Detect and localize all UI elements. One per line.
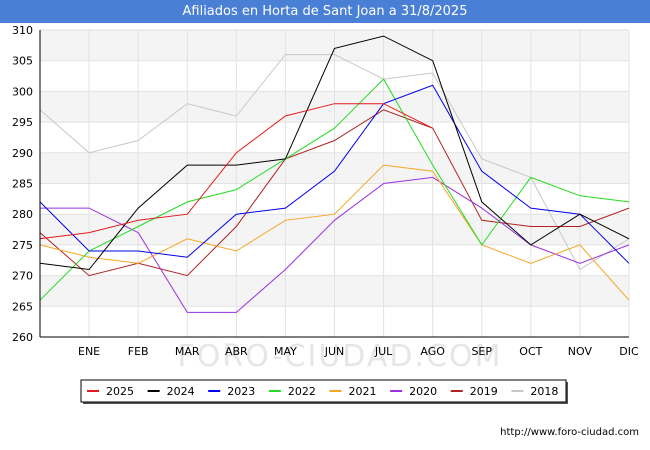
legend-label-2018: 2018 [530,385,558,398]
y-tick-label: 295 [12,116,33,129]
legend-label-2025: 2025 [106,385,134,398]
series-line-2023 [39,84,630,264]
y-tick-label: 280 [12,208,33,221]
series-lines [39,35,630,313]
legend-box [80,379,567,403]
y-tick-label: 300 [12,85,33,98]
y-tick-label: 305 [12,55,33,68]
x-axis-ticks: ENE FEB MAR ABR MAY JUN JUL AGO SEP OCT NOV DIC [78,345,639,358]
x-tick-label: JUN [324,345,345,358]
chart-title: Afiliados en Horta de Sant Joan a 31/8/2… [0,0,650,23]
legend-label-2020: 2020 [409,385,437,398]
legend: 2025 2024 2023 2022 2021 2020 2019 2018 [80,379,568,404]
axes [39,30,629,338]
x-tick-label: DIC [619,345,639,358]
y-tick-label: 285 [12,178,33,191]
y-tick-label: 275 [12,239,33,252]
watermark-text: FORO-CIUDAD.COM [178,339,503,374]
legend-label-2022: 2022 [288,385,316,398]
legend-label-2023: 2023 [227,385,255,398]
x-tick-label: ENE [78,345,100,358]
y-tick-label: 310 [12,24,33,37]
series-line-2024 [39,35,630,271]
y-axis-ticks: 260 265 270 275 280 285 290 295 300 305 310 [12,24,33,344]
legend-label-2021: 2021 [349,385,377,398]
y-tick-label: 265 [12,300,33,313]
source-url[interactable]: http://www.foro-ciudad.com [500,427,639,438]
x-tick-label: ABR [225,345,248,358]
y-tick-label: 270 [12,270,33,283]
series-line-2025 [39,103,433,240]
x-tick-label: SEP [471,345,492,358]
y-tick-label: 290 [12,147,33,160]
x-tick-label: JUL [374,345,393,358]
x-tick-label: MAY [274,345,297,358]
x-tick-label: MAR [175,345,200,358]
x-tick-label: AGO [420,345,445,358]
series-line-2022 [39,78,630,301]
x-tick-label: OCT [519,345,542,358]
legend-label-2024: 2024 [167,385,195,398]
x-tick-label: FEB [128,345,149,358]
y-tick-label: 260 [12,331,33,344]
x-tick-label: NOV [568,345,593,358]
legend-label-2019: 2019 [470,385,498,398]
series-line-2021 [39,164,630,301]
